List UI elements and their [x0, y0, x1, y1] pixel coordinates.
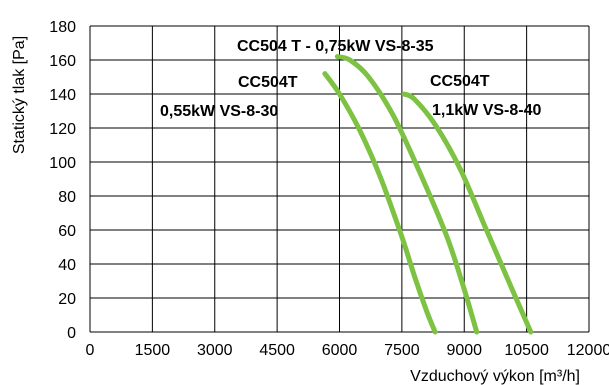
y-tick-label: 20 [58, 291, 76, 308]
y-axis-label: Statický tlak [Pa] [11, 36, 28, 154]
x-axis-label: Vzduchový výkon [m³/h] [410, 368, 580, 385]
fan-curve-0 [322, 71, 438, 335]
fan-curve-2 [401, 91, 534, 335]
y-tick-label: 40 [58, 257, 76, 274]
grid [89, 25, 590, 333]
x-tick-label: 4500 [259, 342, 295, 359]
x-tick-label: 12000 [567, 342, 609, 359]
x-tick-label: 1500 [135, 342, 171, 359]
y-tick-label: 0 [67, 325, 76, 342]
y-tick-label: 100 [49, 155, 76, 172]
y-tick-label: 120 [49, 121, 76, 138]
curve-label-0-line-0: CC504T [238, 74, 298, 91]
y-tick-label: 180 [49, 19, 76, 36]
curve-label-1: CC504 T - 0,75kW VS-8-35 [237, 38, 434, 55]
x-tick-label: 0 [86, 342, 95, 359]
y-tick-label: 140 [49, 87, 76, 104]
y-tick-label: 80 [58, 189, 76, 206]
x-tick-label: 7500 [384, 342, 420, 359]
x-tick-label: 3000 [197, 342, 233, 359]
y-tick-label: 160 [49, 53, 76, 70]
x-tick-label: 6000 [322, 342, 358, 359]
curve-label-2-line-0: CC504T [430, 73, 490, 90]
curve-label-2-line-1: 1,1kW VS-8-40 [432, 102, 541, 119]
fan-curve-1 [334, 54, 480, 335]
curve-label-0-line-1: 0,55kW VS-8-30 [160, 103, 278, 120]
y-tick-label: 60 [58, 223, 76, 240]
x-tick-label: 10500 [504, 342, 549, 359]
fan-curves [322, 54, 534, 335]
tick-labels: 0 1500 3000 4500 6000 7500 9000 10500 12000 0 20 40… [49, 19, 609, 359]
x-tick-label: 9000 [446, 342, 482, 359]
